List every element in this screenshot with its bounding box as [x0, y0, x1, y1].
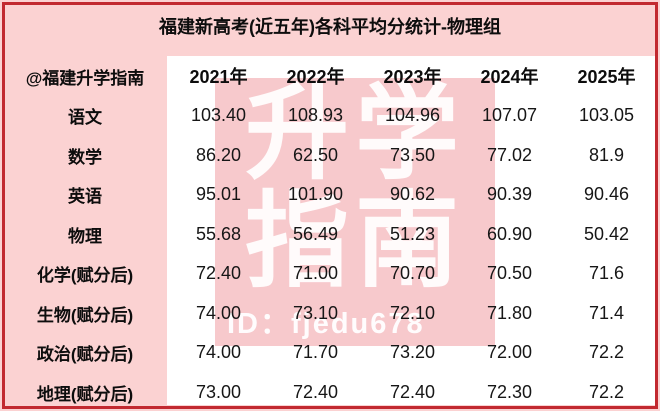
score-cell: 72.30 [486, 381, 533, 402]
year-header: 2022年 [286, 67, 345, 87]
watermark-badge-text: 升学 指南 [244, 76, 465, 301]
score-cell: 103.05 [578, 105, 635, 126]
page-title: 福建新高考(近五年)各科平均分统计-物理组 [159, 17, 501, 37]
score-cell: 81.9 [588, 144, 625, 165]
score-cell: 77.02 [486, 144, 533, 165]
score-cell: 72.00 [486, 342, 533, 363]
watermark-badge: 升学 指南 ID：fjedu678 [215, 78, 495, 346]
score-cell: 72.40 [195, 263, 242, 284]
score-cell: 71.80 [486, 302, 533, 323]
table-row: 物理 55.68 56.49 51.23 60.90 50.42 [0, 215, 655, 255]
score-cell: 62.50 [292, 144, 339, 165]
table-row: 地理(赋分后) 73.00 72.40 72.40 72.30 72.2 [0, 373, 655, 411]
score-cell: 104.96 [384, 105, 441, 126]
score-cell: 70.70 [389, 263, 436, 284]
score-cell: 86.20 [195, 144, 242, 165]
subject-label: 英语 [68, 187, 102, 207]
score-cell: 71.00 [292, 263, 339, 284]
score-cell: 74.00 [195, 342, 242, 363]
score-cell: 71.4 [588, 302, 625, 323]
watermark-id-text: ID：fjedu678 [227, 308, 425, 340]
subject-label: 数学 [68, 147, 102, 167]
score-cell: 55.68 [195, 223, 242, 244]
year-header: 2025年 [577, 67, 636, 87]
table-row: 生物(赋分后) 74.00 73.10 72.10 71.80 71.4 [0, 294, 655, 334]
table-row: 化学(赋分后) 72.40 71.00 70.70 70.50 71.6 [0, 254, 655, 294]
score-cell: 51.23 [389, 223, 436, 244]
score-cell: 72.40 [389, 381, 436, 402]
year-header: 2024年 [480, 67, 539, 87]
subject-label: 政治(赋分后) [36, 345, 134, 365]
subject-label: 物理 [68, 226, 102, 246]
subject-label: 化学(赋分后) [36, 266, 134, 286]
year-header: 2021年 [189, 67, 248, 87]
score-cell: 101.90 [287, 184, 344, 205]
score-cell: 50.42 [583, 223, 630, 244]
table-row: 语文 103.40 108.93 104.96 107.07 103.05 [0, 96, 655, 136]
score-cell: 70.50 [486, 263, 533, 284]
score-cell: 95.01 [195, 184, 242, 205]
corner-account-label: @福建升学指南 [25, 68, 145, 88]
score-table: @福建升学指南 2021年 2022年 2023年 2024年 2025年 语文 103.… [0, 56, 655, 411]
score-cell: 107.07 [481, 105, 538, 126]
score-cell: 90.39 [486, 184, 533, 205]
score-cell: 103.40 [190, 105, 247, 126]
score-cell: 73.10 [292, 302, 339, 323]
score-cell: 72.2 [588, 342, 625, 363]
score-cell: 71.6 [588, 263, 625, 284]
score-cell: 74.00 [195, 302, 242, 323]
score-cell: 72.10 [389, 302, 436, 323]
score-cell: 60.90 [486, 223, 533, 244]
subject-label: 语文 [68, 108, 102, 128]
score-cell: 71.70 [292, 342, 339, 363]
table-row: 英语 95.01 101.90 90.62 90.39 90.46 [0, 175, 655, 215]
subject-label: 生物(赋分后) [36, 305, 134, 325]
score-cell: 72.2 [588, 381, 625, 402]
score-cell: 90.46 [583, 184, 630, 205]
score-cell: 72.40 [292, 381, 339, 402]
table-row: 政治(赋分后) 74.00 71.70 73.20 72.00 72.2 [0, 333, 655, 373]
subject-label: 地理(赋分后) [36, 384, 134, 404]
score-cell: 108.93 [287, 105, 344, 126]
table-header-row: @福建升学指南 2021年 2022年 2023年 2024年 2025年 [0, 56, 655, 96]
year-header: 2023年 [383, 67, 442, 87]
score-cell: 56.49 [292, 223, 339, 244]
score-cell: 73.50 [389, 144, 436, 165]
score-cell: 73.00 [195, 381, 242, 402]
score-cell: 73.20 [389, 342, 436, 363]
score-cell: 90.62 [389, 184, 436, 205]
table-row: 数学 86.20 62.50 73.50 77.02 81.9 [0, 136, 655, 176]
